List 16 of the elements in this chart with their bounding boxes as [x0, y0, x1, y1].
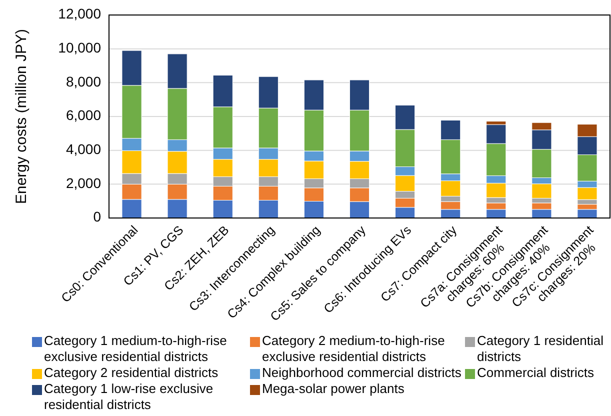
y-axis-title: Energy costs (million JPY) [12, 28, 30, 204]
legend-label: Category 2 medium-to-high-rise exclusive residential districts [262, 333, 445, 364]
legend-label: Category 1 low-rise exclusive residential districts [44, 381, 214, 412]
legend-label: Category 1 medium-to-high-rise exclusive residential districts [44, 333, 227, 364]
y-tick-label: 6,000 [66, 107, 102, 124]
legend-label: Commercial districts [477, 365, 595, 380]
y-tick-label: 0 [93, 208, 102, 225]
legend-label: Category 1 residential districts [477, 333, 604, 364]
y-tick-label: 8,000 [66, 73, 102, 90]
legend-label: Mega-solar power plants [262, 381, 405, 396]
y-tick-label: 12,000 [58, 6, 102, 22]
legend-label: Category 2 residential districts [44, 365, 219, 380]
y-tick-label: 10,000 [58, 40, 102, 56]
y-tick-label: 2,000 [66, 174, 102, 191]
legend-label: Neighborhood commercial districts [262, 365, 462, 380]
y-tick-label: 4,000 [66, 141, 102, 158]
